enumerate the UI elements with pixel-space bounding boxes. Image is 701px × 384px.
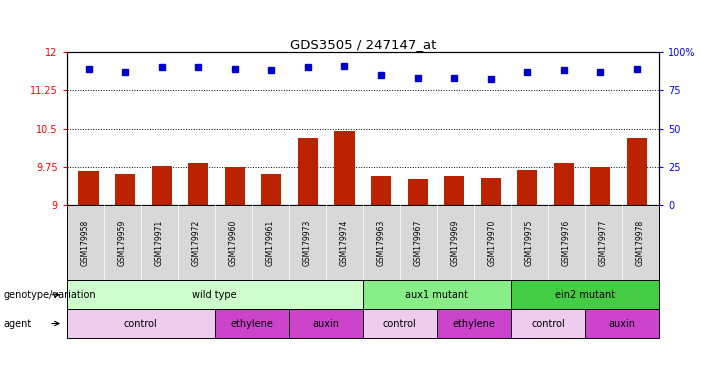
Text: ein2 mutant: ein2 mutant xyxy=(554,290,615,300)
Text: GSM179975: GSM179975 xyxy=(525,220,534,266)
Bar xyxy=(261,174,281,205)
Bar xyxy=(225,167,245,205)
Text: percentile rank within the sample: percentile rank within the sample xyxy=(91,321,267,331)
Text: GSM179972: GSM179972 xyxy=(191,220,200,266)
Bar xyxy=(481,178,501,205)
Text: GSM179963: GSM179963 xyxy=(376,220,386,266)
Text: GSM179958: GSM179958 xyxy=(81,220,90,266)
Bar xyxy=(298,138,318,205)
Text: ■: ■ xyxy=(74,321,88,331)
Bar xyxy=(371,176,391,205)
Text: control: control xyxy=(124,318,158,329)
Text: GSM179974: GSM179974 xyxy=(340,220,349,266)
Text: GSM179971: GSM179971 xyxy=(155,220,163,266)
Text: GSM179970: GSM179970 xyxy=(488,220,497,266)
Text: GSM179973: GSM179973 xyxy=(303,220,312,266)
Text: GSM179978: GSM179978 xyxy=(636,220,645,266)
Text: ethylene: ethylene xyxy=(230,318,273,329)
Text: GSM179977: GSM179977 xyxy=(599,220,608,266)
Text: transformed count: transformed count xyxy=(91,303,189,313)
Text: GSM179960: GSM179960 xyxy=(229,220,238,266)
Text: GSM179976: GSM179976 xyxy=(562,220,571,266)
Text: ethylene: ethylene xyxy=(452,318,496,329)
Bar xyxy=(444,176,464,205)
Bar xyxy=(517,170,538,205)
Title: GDS3505 / 247147_at: GDS3505 / 247147_at xyxy=(290,38,436,51)
Text: GSM179967: GSM179967 xyxy=(414,220,423,266)
Bar xyxy=(151,166,172,205)
Text: GSM179969: GSM179969 xyxy=(451,220,460,266)
Text: control: control xyxy=(531,318,565,329)
Text: GSM179959: GSM179959 xyxy=(118,220,127,266)
Bar xyxy=(407,179,428,205)
Bar xyxy=(115,174,135,205)
Bar xyxy=(79,170,99,205)
Bar xyxy=(334,131,355,205)
Bar xyxy=(554,164,574,205)
Text: auxin: auxin xyxy=(312,318,339,329)
Bar xyxy=(188,164,208,205)
Text: aux1 mutant: aux1 mutant xyxy=(405,290,468,300)
Text: genotype/variation: genotype/variation xyxy=(4,290,96,300)
Bar xyxy=(590,167,611,205)
Text: ■: ■ xyxy=(74,303,88,313)
Text: GSM179961: GSM179961 xyxy=(266,220,275,266)
Text: wild type: wild type xyxy=(192,290,237,300)
Text: agent: agent xyxy=(4,318,32,329)
Text: auxin: auxin xyxy=(608,318,635,329)
Bar xyxy=(627,138,647,205)
Text: control: control xyxy=(383,318,416,329)
